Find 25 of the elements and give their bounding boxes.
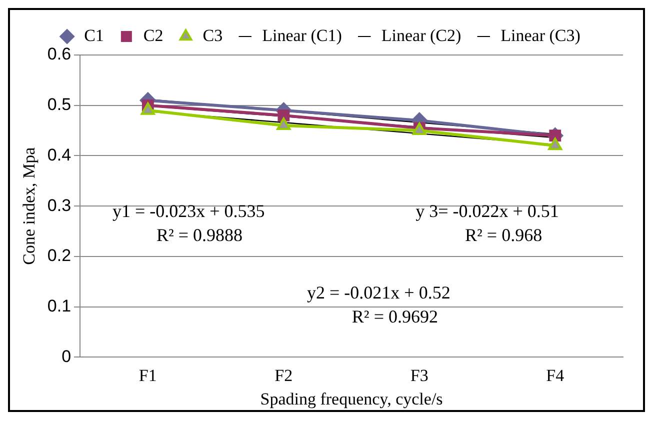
legend-label: Linear (C2) [381, 26, 462, 45]
y-tick-label: 0.5 [47, 95, 72, 114]
legend-label: Linear (C1) [262, 26, 342, 45]
legend-label: C2 [143, 26, 164, 45]
y-tick-label: 0 [62, 346, 72, 366]
x-tick-label: F2 [274, 366, 293, 385]
annotation: y2 = -0.021x + 0.52 [307, 282, 450, 302]
legend-label: C3 [202, 26, 223, 45]
annotation: R² = 0.9692 [352, 306, 438, 327]
x-axis-title: Spading frequency, cycle/s [260, 389, 443, 408]
x-tick-label: F4 [546, 366, 565, 385]
annotation: R² = 0.9888 [156, 225, 243, 246]
annotation: y 3= -0.022x + 0.51 [416, 200, 559, 221]
legend-label: Linear (C3) [500, 26, 580, 45]
x-tick-label: F1 [138, 366, 157, 385]
y-axis-title: Cone index, Mpa [20, 146, 39, 265]
legend-label: C1 [84, 26, 104, 45]
y-tick-label: 0.3 [47, 196, 72, 215]
y-tick-label: 0.2 [47, 246, 72, 266]
annotation: R² = 0.968 [465, 225, 542, 246]
y-tick-label: 0.1 [47, 296, 72, 316]
annotation: y1 = -0.023x + 0.535 [112, 200, 265, 221]
x-tick-label: F3 [410, 366, 428, 385]
y-tick-label: 0.6 [47, 44, 72, 64]
y-tick-label: 0.4 [47, 145, 72, 164]
